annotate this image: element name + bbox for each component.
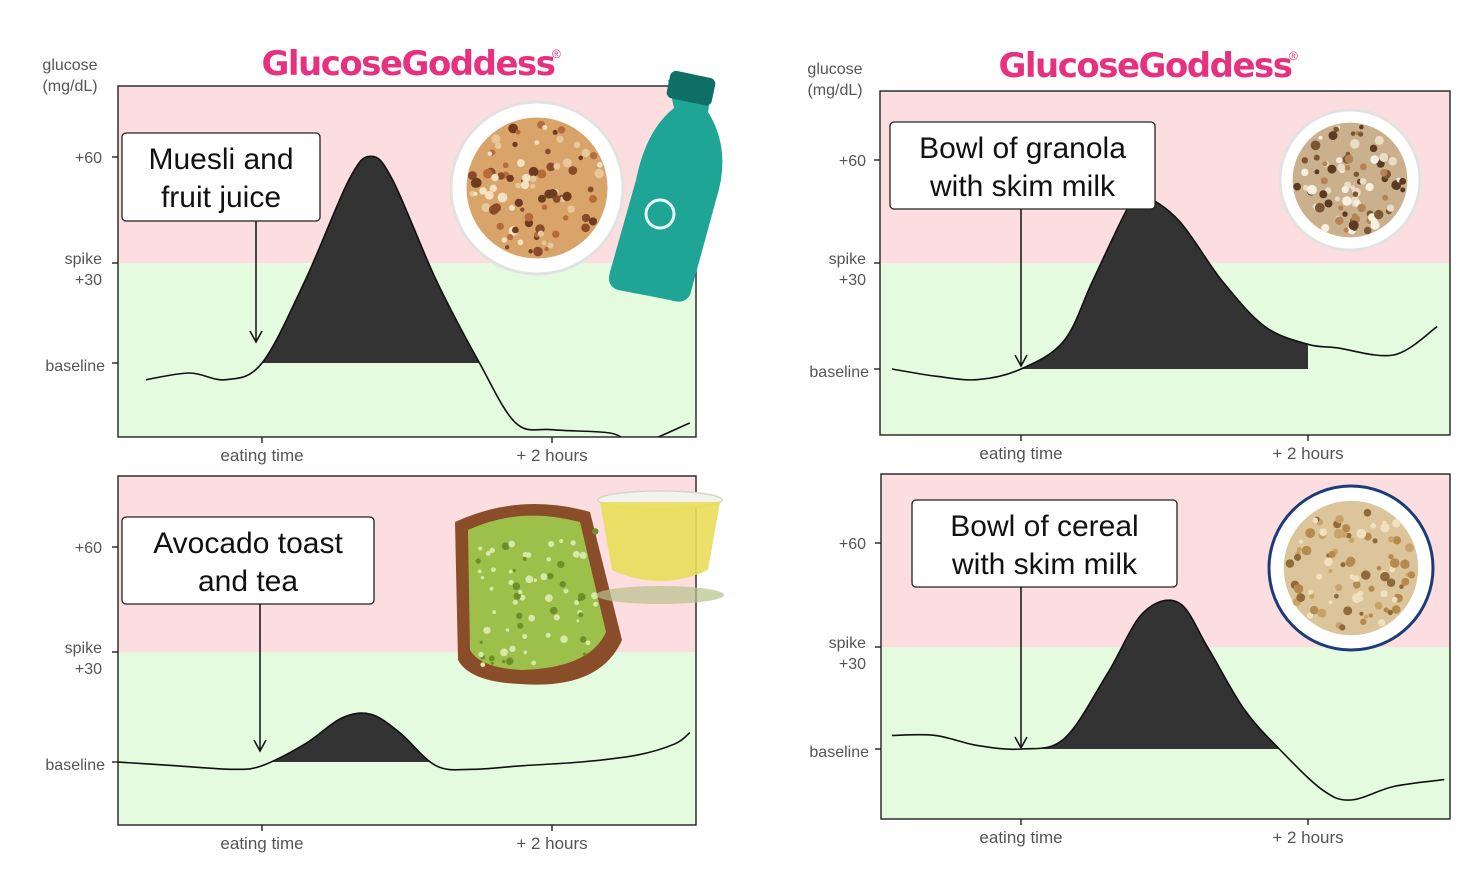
- callout-arrow-head: [249, 330, 263, 344]
- glucose-curve-line: [118, 712, 691, 771]
- y-tick-label-spike: spike: [65, 251, 102, 268]
- x-tick-label-eating: eating time: [979, 828, 1062, 847]
- meal-callout-line1: Muesli and: [148, 143, 293, 176]
- chart-frame: [117, 475, 697, 826]
- axis-title-line1: glucose: [42, 57, 97, 74]
- panel-muesli: GlucoseGoddess ® glucose (mg/dL) +60 spik…: [42, 44, 697, 465]
- y-tick-label-spike: spike: [829, 635, 866, 652]
- x-tick-label-two-hours: + 2 hours: [516, 834, 587, 853]
- meal-callout-box: [121, 516, 375, 605]
- chart-area: +60 spike +30 baseline eating time + 2 hours M…: [45, 85, 697, 465]
- y-tick-label-baseline: baseline: [45, 757, 105, 774]
- meal-callout-line1: Bowl of granola: [919, 132, 1126, 165]
- meal-callout-line1: Bowl of cereal: [950, 510, 1138, 543]
- avocado-toast-icon: [455, 504, 622, 685]
- x-tick-label-two-hours: + 2 hours: [1272, 828, 1343, 847]
- brand-logo: GlucoseGoddess: [998, 46, 1291, 86]
- x-tick-label-two-hours: + 2 hours: [1272, 444, 1343, 463]
- y-tick-label-plus30: +30: [839, 656, 866, 673]
- y-tick-label-baseline: baseline: [809, 744, 869, 761]
- juice-bottle-icon: [609, 70, 723, 302]
- glucose-spike-area: [1021, 194, 1308, 369]
- meal-callout-line2: with skim milk: [929, 170, 1116, 203]
- meal-callout-line2: with skim milk: [951, 548, 1138, 581]
- glucose-spike-area: [262, 713, 480, 762]
- brand-logo: GlucoseGoddess: [261, 44, 554, 84]
- cereal-bowl-icon: [1267, 484, 1435, 652]
- callout-arrow-head: [1014, 736, 1028, 750]
- y-tick-label-plus30: +30: [839, 272, 866, 289]
- brand-registered-mark: ®: [1289, 49, 1298, 63]
- meal-callout-box: [911, 499, 1178, 588]
- y-tick-label-plus60: +60: [839, 153, 866, 170]
- x-tick-label-eating: eating time: [979, 444, 1062, 463]
- callout-arrow-head: [253, 739, 267, 753]
- glucose-spike-area: [262, 156, 494, 363]
- meal-callout-line2: and tea: [198, 565, 298, 598]
- x-tick-label-eating: eating time: [220, 834, 303, 853]
- meal-callout-line1: Avocado toast: [153, 527, 343, 560]
- axis-title-line2: (mg/dL): [42, 78, 97, 95]
- brand-registered-mark: ®: [552, 47, 561, 61]
- glucose-spike-area: [1021, 600, 1308, 749]
- callout-arrow-head: [1014, 354, 1028, 368]
- muesli-bowl-icon: [449, 100, 625, 276]
- x-tick-label-two-hours: + 2 hours: [516, 446, 587, 465]
- tea-cup-icon: [596, 490, 724, 604]
- y-tick-label-plus60: +60: [75, 540, 102, 557]
- y-tick-label-spike: spike: [65, 640, 102, 657]
- meal-callout-box: [889, 121, 1156, 210]
- y-tick-label-baseline: baseline: [45, 358, 105, 375]
- axis-title-line2: (mg/dL): [807, 82, 862, 99]
- y-tick-label-plus30: +30: [75, 661, 102, 678]
- y-tick-label-spike: spike: [829, 251, 866, 268]
- panel-granola: GlucoseGoddess ® glucose (mg/dL) +60 spik…: [807, 46, 1451, 463]
- y-tick-label-baseline: baseline: [809, 364, 869, 381]
- glucose-curve-line: [891, 599, 1445, 801]
- meal-callout-box: [121, 132, 321, 222]
- x-tick-label-eating: eating time: [220, 446, 303, 465]
- axis-title-line1: glucose: [807, 61, 862, 78]
- granola-bowl-icon: [1278, 108, 1422, 252]
- glucose-curve-line: [145, 155, 691, 437]
- meal-callout-line2: fruit juice: [161, 181, 281, 214]
- y-tick-label-plus60: +60: [839, 536, 866, 553]
- y-tick-label-plus30: +30: [75, 272, 102, 289]
- y-tick-label-plus60: +60: [75, 150, 102, 167]
